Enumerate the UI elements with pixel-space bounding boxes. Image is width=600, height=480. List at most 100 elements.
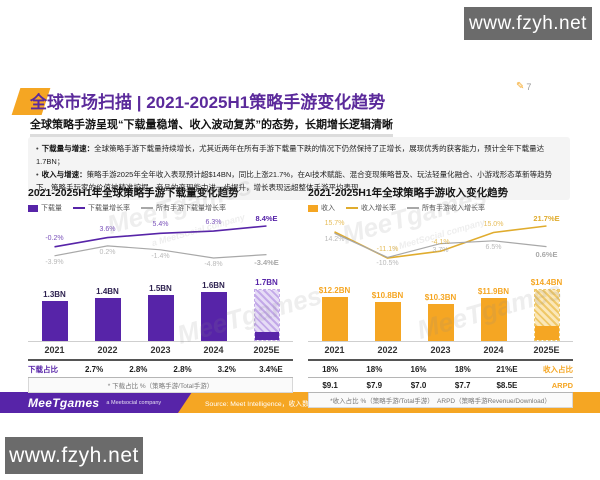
bar-actual-segment	[534, 325, 559, 340]
data-table: 下载占比 2.7% 2.8% 2.8% 3.2% 3.4%E	[28, 359, 293, 378]
line-value-label: 15.0%	[483, 220, 504, 228]
legend-label: 下载量增长率	[88, 205, 130, 212]
bar-value-label: $14.4BN	[530, 278, 563, 287]
legend-item-line: 下载量增长率	[73, 203, 130, 213]
line-series	[334, 232, 547, 259]
x-axis-label: 2021	[324, 345, 345, 355]
logo-tagline: a Meetsocial company	[106, 399, 162, 406]
bullet-item: • 收入与增速：策略手游2025年全年收入表现预计超$14BN，同比上涨21.7%…	[36, 168, 560, 194]
bar	[253, 289, 280, 341]
legend-item-line: 收入增长率	[346, 203, 396, 213]
chart-plot: -0.2% 3.6% 5.4% 6.3% 8.4%E -3.9% 0.2% -1.4% -4.8…	[28, 214, 293, 342]
row-label: 收入占比	[543, 364, 574, 374]
bar-estimate-hatch	[254, 290, 279, 332]
growth-lines	[54, 225, 267, 259]
bar-slot: $10.3BN	[414, 293, 467, 341]
bar-value-label: $11.9BN	[477, 287, 510, 297]
bar-slot: 1.6BN	[187, 281, 240, 341]
line-value-label: 6.5%	[485, 243, 502, 251]
x-axis-label: 2023	[150, 345, 171, 355]
bullet-label: 收入与增速：	[41, 170, 87, 180]
x-axis-labels: 2021 2022 2023 2024 2025E	[28, 345, 293, 355]
table-cell: 3.4%E	[259, 364, 283, 374]
data-table: 18% 18% 16% 18% 21%E 收入占比 $9.1 $7.9 $7.0 $7.7 $8.5…	[308, 359, 573, 393]
bars-group: 1.3BN 1.4BN 1.5BN 1.6BN 1.7BN	[28, 265, 293, 342]
row-label: 下载占比	[28, 364, 58, 374]
page-title: 全球市场扫描 | 2021-2025H1策略手游变化趋势	[30, 93, 386, 112]
legend-label: 收入	[321, 205, 335, 212]
x-axis-label: 2024	[203, 345, 224, 355]
chart-legend: 收入 收入增长率 所有手游收入增长率	[308, 203, 573, 213]
line-swatch-icon	[407, 207, 419, 209]
bar-value-label: $10.3BN	[424, 292, 457, 302]
bar-value-label: 1.5BN	[149, 284, 172, 294]
bar-slot: 1.7BN	[240, 278, 293, 341]
legend-label: 所有手游下载量增长率	[156, 205, 226, 212]
x-axis-label: 2021	[44, 345, 65, 355]
subtitle: 全球策略手游呈现“下载量稳增、收入波动复苏”的态势，长期增长逻辑清晰	[30, 116, 393, 137]
line-value-label: 8.4%E	[255, 214, 278, 223]
bar	[94, 298, 121, 341]
bar	[41, 301, 68, 341]
legend-label: 下载量	[41, 205, 62, 212]
bar-slot: $10.8BN	[361, 291, 414, 341]
table-cell: $9.1	[322, 380, 338, 390]
line-value-label: 0.2%	[99, 248, 116, 256]
growth-lines	[334, 225, 547, 259]
line-swatch-icon	[346, 207, 358, 209]
bar-value-label: 1.6BN	[202, 281, 225, 291]
bar	[374, 302, 401, 341]
bar-slot: $14.4BN	[520, 278, 573, 341]
table-cell: $7.9	[366, 380, 383, 390]
legend-label: 收入增长率	[361, 205, 396, 212]
table-cell: $7.7	[454, 380, 471, 390]
x-axis-label: 2025E	[253, 345, 280, 355]
summary-box: • 下载量与增速：全球策略手游下载量持续增长，尤其近两年在所有手游下载量下跌的情况…	[28, 137, 570, 200]
line-swatch-icon	[141, 207, 153, 209]
bar-slot: 1.4BN	[81, 287, 134, 341]
bar-swatch-icon	[308, 204, 318, 212]
bar-value-label: 1.3BN	[43, 290, 66, 300]
line-value-label: -4.8%	[204, 261, 223, 268]
table-cell: $8.5E	[496, 380, 518, 390]
line-value-label: -0.2%	[45, 234, 64, 242]
bar	[321, 296, 348, 341]
line-value-label: -4.1%	[431, 239, 450, 247]
pencil-icon: ✎	[516, 81, 525, 92]
line-value-label: 15.7%	[324, 219, 345, 227]
line-swatch-icon	[73, 207, 85, 209]
table-cell: 18%	[454, 364, 471, 374]
chart-plot: 15.7% -11.1% -4.1% 15.0% 21.7%E 14.2% -10.5% 3.…	[308, 214, 573, 342]
bar-value-label: 1.4BN	[96, 287, 119, 297]
table-cell: 21%E	[496, 364, 518, 374]
line-value-label: -3.4%E	[254, 257, 279, 267]
bar	[427, 303, 454, 341]
bar-value-label: $12.2BN	[318, 285, 351, 295]
bullet-dot: •	[36, 144, 39, 153]
watermark-badge-top: www.fzyh.net	[464, 7, 592, 40]
bullet-item: • 下载量与增速：全球策略手游下载量持续增长，尤其近两年在所有手游下载量下跌的情况…	[36, 142, 560, 168]
row-label: ARPD	[551, 380, 574, 390]
line-value-label: 3.7%	[432, 246, 449, 254]
bullet-dot: •	[36, 170, 39, 180]
chart-footnote: * 下载占比 %（策略手游/Total手游）	[28, 378, 293, 393]
page-number: ✎ 7	[516, 81, 531, 92]
bar	[200, 292, 227, 341]
bullet-label: 下载量与增速：	[41, 144, 95, 153]
table-cell: 3.2%	[217, 364, 236, 374]
table-cell: $7.0	[410, 380, 427, 390]
bar-slot: 1.3BN	[28, 290, 81, 341]
legend-item-line: 所有手游收入增长率	[407, 203, 485, 213]
line-value-label: -1.4%	[151, 252, 170, 260]
table-cell: 2.8%	[173, 364, 192, 374]
line-value-label: -11.1%	[376, 246, 399, 253]
bar-slot: 1.5BN	[134, 284, 187, 341]
chart-legend: 下载量 下载量增长率 所有手游下载量增长率	[28, 203, 293, 213]
charts-row: 2021-2025H1年全球策略手游下载量变化趋势 下载量 下载量增长率 所有手游下载…	[28, 185, 573, 408]
bar	[533, 289, 560, 341]
legend-item-line: 所有手游下载量增长率	[141, 203, 226, 213]
line-value-label: 3.6%	[99, 225, 116, 233]
chart-panel-revenue: 2021-2025H1年全球策略手游收入变化趋势收入 收入增长率 所有手游收入增长率…	[308, 185, 573, 408]
table-row: $9.1 $7.9 $7.0 $7.7 $8.5E ARPD	[308, 378, 573, 393]
chart-title: 2021-2025H1年全球策略手游收入变化趋势	[308, 187, 509, 199]
